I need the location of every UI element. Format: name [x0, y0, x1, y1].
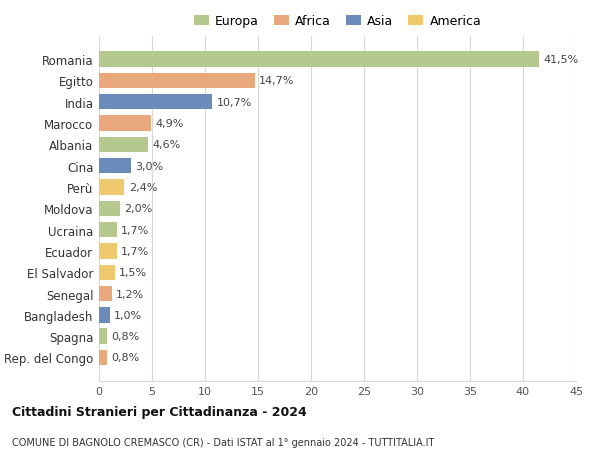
Text: Cittadini Stranieri per Cittadinanza - 2024: Cittadini Stranieri per Cittadinanza - 2…	[12, 405, 307, 419]
Text: 10,7%: 10,7%	[217, 98, 252, 107]
Bar	[99, 180, 124, 195]
Text: 1,0%: 1,0%	[114, 310, 142, 320]
Text: 3,0%: 3,0%	[135, 161, 163, 171]
Text: 1,7%: 1,7%	[121, 225, 149, 235]
Text: 1,2%: 1,2%	[116, 289, 144, 299]
Bar	[99, 95, 212, 110]
Text: 1,5%: 1,5%	[119, 268, 147, 278]
Legend: Europa, Africa, Asia, America: Europa, Africa, Asia, America	[194, 16, 481, 28]
Bar	[99, 244, 117, 259]
Bar	[99, 73, 255, 89]
Bar	[99, 350, 107, 365]
Bar	[99, 137, 148, 153]
Bar	[99, 308, 110, 323]
Text: 14,7%: 14,7%	[259, 76, 295, 86]
Text: 0,8%: 0,8%	[112, 331, 140, 341]
Text: 1,7%: 1,7%	[121, 246, 149, 257]
Bar	[99, 265, 115, 280]
Bar	[99, 159, 131, 174]
Bar	[99, 329, 107, 344]
Bar	[99, 52, 539, 67]
Bar	[99, 286, 112, 302]
Bar	[99, 223, 117, 238]
Text: 0,8%: 0,8%	[112, 353, 140, 363]
Text: 2,4%: 2,4%	[128, 183, 157, 193]
Text: 4,6%: 4,6%	[152, 140, 180, 150]
Text: 2,0%: 2,0%	[124, 204, 152, 214]
Text: COMUNE DI BAGNOLO CREMASCO (CR) - Dati ISTAT al 1° gennaio 2024 - TUTTITALIA.IT: COMUNE DI BAGNOLO CREMASCO (CR) - Dati I…	[12, 437, 434, 447]
Text: 41,5%: 41,5%	[543, 55, 578, 65]
Text: 4,9%: 4,9%	[155, 119, 184, 129]
Bar	[99, 116, 151, 131]
Bar	[99, 201, 120, 217]
